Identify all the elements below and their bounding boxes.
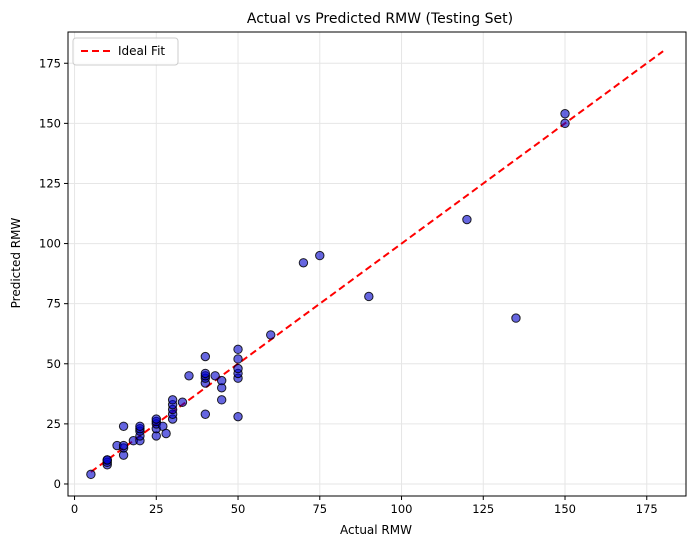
y-axis-label: Predicted RMW [9,218,23,309]
ideal-fit-line [90,50,664,473]
x-tick-label: 175 [636,502,658,516]
x-tick-label: 50 [231,502,246,516]
data-point [364,291,374,302]
data-point [216,375,227,386]
data-point [216,395,227,405]
data-point [511,313,521,323]
y-tick-label: 75 [46,297,61,311]
legend: Ideal Fit [72,37,179,66]
data-point [200,368,211,379]
chart-title: Actual vs Predicted RMW (Testing Set) [247,11,513,27]
y-tick-label: 150 [39,116,61,130]
data-point [462,214,472,225]
y-tick-label: 100 [39,237,61,251]
data-point [102,455,112,465]
y-tick-label: 25 [46,417,61,431]
y-tick-label: 0 [54,477,61,491]
x-axis-ticks: 0 25 50 75 100 125 150 175 [71,496,658,516]
data-point [86,469,96,480]
data-point [233,344,243,355]
data-point [560,109,570,119]
x-tick-label: 150 [554,502,576,516]
data-point [210,371,220,381]
data-point [118,440,129,451]
y-tick-label: 175 [39,56,61,70]
data-point [161,428,171,439]
x-tick-label: 75 [312,502,327,516]
legend-ideal-fit-label: Ideal Fit [118,44,165,58]
grid [68,32,686,496]
data-point [266,330,276,340]
data-point [233,411,243,422]
y-tick-label: 125 [39,176,61,190]
x-tick-label: 125 [472,502,494,516]
x-axis-label: Actual RMW [340,523,412,537]
data-point [200,409,211,419]
legend-box [72,37,179,66]
y-tick-label: 50 [46,357,61,371]
data-point [167,395,178,405]
data-point [298,258,309,268]
y-axis-ticks: 0 25 50 75 100 125 150 175 [39,56,68,491]
data-point [151,414,161,424]
ideal-fit-layer [90,50,664,473]
plot-frame [67,31,687,497]
data-point [315,250,325,261]
x-tick-label: 25 [149,502,164,516]
data-point [184,371,194,381]
data-point [135,421,145,431]
data-point [233,354,243,364]
data-point [200,351,211,362]
x-tick-label: 0 [71,502,78,516]
data-point [118,421,129,431]
data-point [560,118,570,129]
data-point [177,397,188,407]
data-point [233,363,243,374]
points-layer [86,109,570,480]
x-tick-label: 100 [391,502,413,516]
